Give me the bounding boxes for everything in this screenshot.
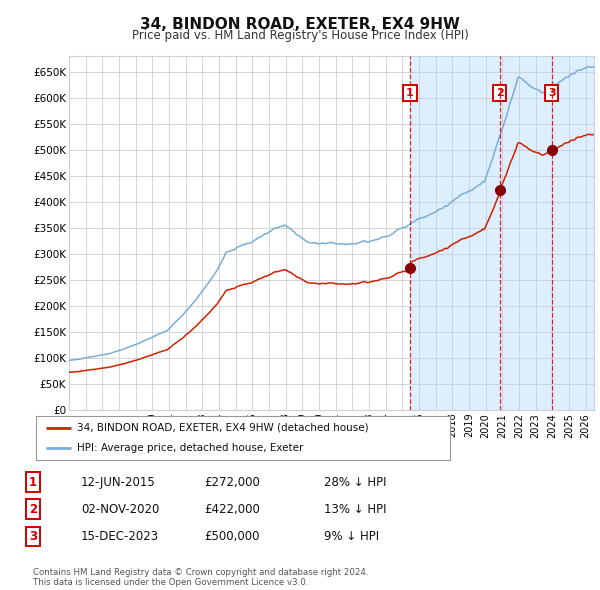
- Text: £500,000: £500,000: [204, 530, 260, 543]
- Text: Price paid vs. HM Land Registry's House Price Index (HPI): Price paid vs. HM Land Registry's House …: [131, 30, 469, 42]
- Text: 3: 3: [29, 530, 37, 543]
- Bar: [410, 56, 600, 410]
- Text: Contains HM Land Registry data © Crown copyright and database right 2024.: Contains HM Land Registry data © Crown c…: [33, 568, 368, 576]
- Text: £422,000: £422,000: [204, 503, 260, 516]
- Text: 3: 3: [548, 88, 556, 98]
- Text: 28% ↓ HPI: 28% ↓ HPI: [324, 476, 386, 489]
- Text: 15-DEC-2023: 15-DEC-2023: [81, 530, 159, 543]
- Text: 2: 2: [29, 503, 37, 516]
- Text: 02-NOV-2020: 02-NOV-2020: [81, 503, 160, 516]
- Text: 13% ↓ HPI: 13% ↓ HPI: [324, 503, 386, 516]
- Text: £272,000: £272,000: [204, 476, 260, 489]
- Text: HPI: Average price, detached house, Exeter: HPI: Average price, detached house, Exet…: [77, 443, 304, 453]
- Text: This data is licensed under the Open Government Licence v3.0.: This data is licensed under the Open Gov…: [33, 578, 308, 587]
- Text: 34, BINDON ROAD, EXETER, EX4 9HW (detached house): 34, BINDON ROAD, EXETER, EX4 9HW (detach…: [77, 423, 369, 433]
- Text: 34, BINDON ROAD, EXETER, EX4 9HW: 34, BINDON ROAD, EXETER, EX4 9HW: [140, 17, 460, 31]
- Text: 1: 1: [406, 88, 414, 98]
- Text: 12-JUN-2015: 12-JUN-2015: [81, 476, 156, 489]
- Text: 9% ↓ HPI: 9% ↓ HPI: [324, 530, 379, 543]
- Text: 2: 2: [496, 88, 503, 98]
- Text: 1: 1: [29, 476, 37, 489]
